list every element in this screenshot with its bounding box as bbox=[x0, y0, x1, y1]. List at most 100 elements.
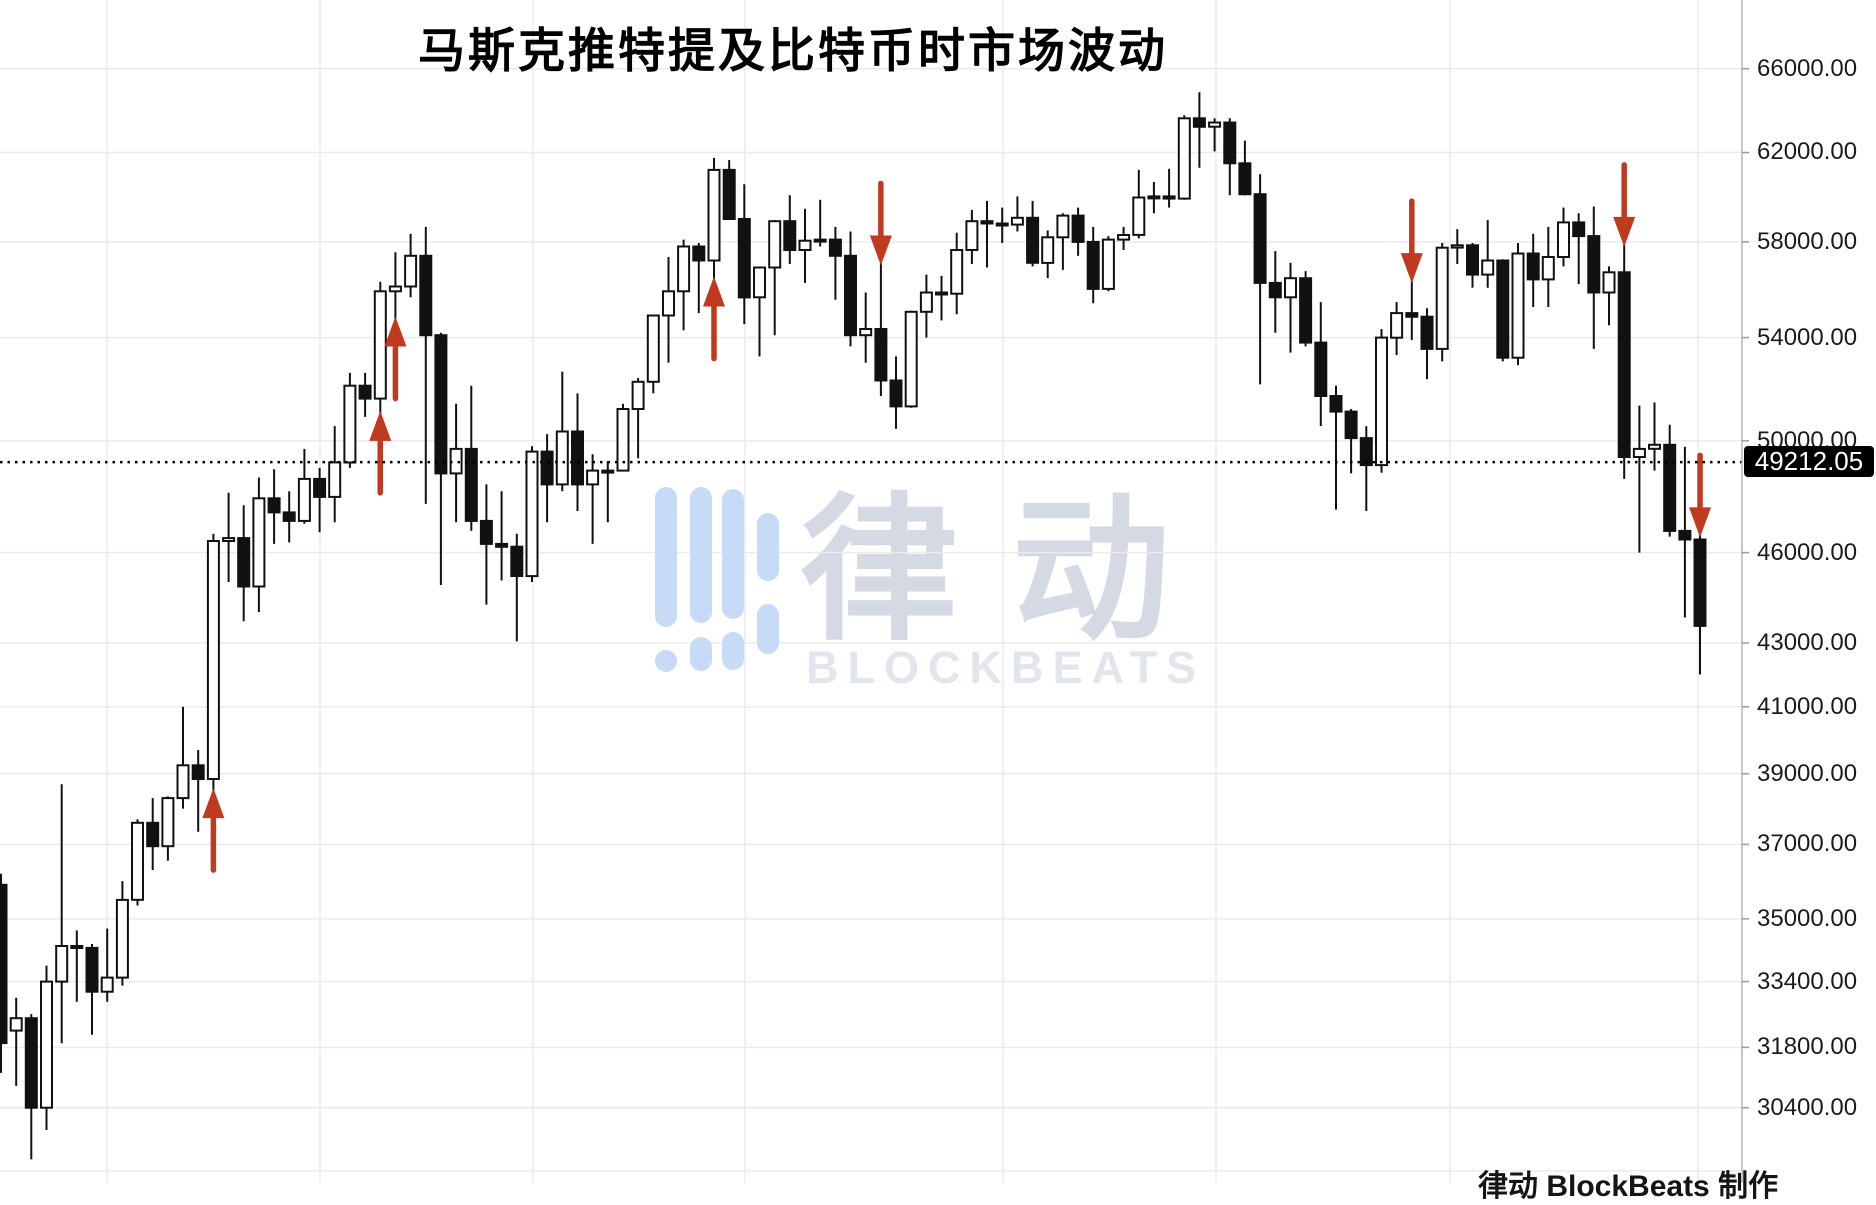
candle bbox=[859, 292, 873, 363]
candle bbox=[237, 505, 251, 622]
candle bbox=[1663, 424, 1677, 537]
candle bbox=[768, 220, 782, 336]
candle bbox=[874, 260, 888, 396]
chart-title: 马斯克推特提及比特币时市场波动 bbox=[418, 24, 1168, 77]
musk-tweet-arrow-down bbox=[1613, 162, 1636, 247]
blockbeats-watermark-cn: 律动 bbox=[800, 483, 1224, 659]
candle bbox=[540, 434, 554, 523]
candle bbox=[495, 491, 509, 581]
candle bbox=[1253, 174, 1267, 385]
candle bbox=[1101, 236, 1115, 292]
candle bbox=[510, 533, 524, 642]
candle bbox=[1481, 220, 1495, 288]
candle bbox=[935, 275, 948, 321]
candle bbox=[1299, 271, 1313, 347]
candle bbox=[813, 199, 827, 247]
musk-tweet-arrow-down bbox=[1689, 452, 1712, 538]
candle bbox=[191, 750, 205, 832]
candle bbox=[1420, 308, 1434, 380]
candle bbox=[404, 233, 418, 298]
candle bbox=[222, 492, 236, 582]
candle bbox=[373, 281, 387, 421]
candle bbox=[753, 266, 766, 357]
candle bbox=[904, 310, 918, 408]
candle bbox=[919, 274, 933, 338]
candle bbox=[1041, 230, 1055, 279]
blockbeats-watermark-en: BLOCKBEATS bbox=[806, 642, 1206, 693]
candle bbox=[328, 426, 342, 523]
candle bbox=[889, 356, 903, 429]
credit-text: 律动 BlockBeats 制作 bbox=[1478, 1170, 1779, 1203]
candle bbox=[631, 378, 645, 459]
musk-tweet-arrow-down bbox=[1400, 198, 1423, 284]
candle bbox=[1162, 168, 1176, 208]
musk-tweet-arrow-up bbox=[702, 276, 725, 362]
candle bbox=[1132, 169, 1146, 239]
candle bbox=[1010, 196, 1024, 232]
candle bbox=[358, 372, 372, 417]
candle bbox=[1359, 426, 1373, 511]
candle bbox=[0, 873, 8, 1073]
candle bbox=[24, 1014, 38, 1160]
candle bbox=[1026, 200, 1040, 267]
candle bbox=[1541, 226, 1555, 307]
candle bbox=[1223, 118, 1237, 196]
blockbeats-logo-icon bbox=[655, 487, 779, 672]
candle bbox=[1117, 226, 1131, 250]
last-price-label: 49212.05 bbox=[1744, 446, 1874, 477]
candle bbox=[1390, 302, 1404, 356]
candle bbox=[1511, 243, 1525, 366]
candle bbox=[115, 881, 129, 986]
candle bbox=[1284, 262, 1297, 353]
candle bbox=[55, 784, 69, 1044]
candle bbox=[1450, 229, 1464, 264]
candle bbox=[1314, 302, 1328, 427]
candle bbox=[388, 252, 402, 327]
candle bbox=[798, 208, 812, 283]
candle bbox=[1086, 226, 1100, 304]
candle bbox=[1466, 243, 1479, 288]
candle bbox=[722, 160, 736, 221]
candle bbox=[616, 403, 630, 472]
candle bbox=[555, 371, 569, 492]
candle bbox=[1572, 213, 1586, 285]
candle bbox=[707, 157, 721, 287]
candle bbox=[844, 231, 857, 347]
candle bbox=[1678, 446, 1692, 618]
candle bbox=[1147, 182, 1161, 214]
candle bbox=[737, 184, 751, 325]
candle bbox=[1375, 329, 1388, 473]
candle bbox=[525, 446, 539, 582]
candle bbox=[206, 533, 220, 799]
candle bbox=[1617, 241, 1631, 479]
candle bbox=[1557, 207, 1570, 267]
candle bbox=[1238, 140, 1252, 196]
candle bbox=[146, 798, 160, 870]
candle bbox=[1177, 115, 1191, 200]
candle bbox=[1496, 259, 1510, 362]
candle bbox=[646, 314, 660, 394]
candle bbox=[1329, 385, 1343, 510]
candle bbox=[85, 944, 99, 1035]
candle bbox=[1693, 532, 1707, 675]
candle bbox=[100, 928, 114, 1002]
candle bbox=[464, 385, 478, 531]
candle bbox=[1208, 118, 1222, 152]
candle bbox=[9, 997, 23, 1086]
candle bbox=[267, 469, 281, 544]
candle bbox=[995, 207, 1009, 243]
candle bbox=[40, 965, 53, 1130]
candle bbox=[828, 226, 842, 300]
candle bbox=[282, 491, 296, 543]
musk-tweet-arrow-down bbox=[869, 180, 892, 266]
candle bbox=[1602, 266, 1616, 326]
candle bbox=[965, 209, 979, 264]
candle bbox=[692, 243, 706, 314]
candle bbox=[1526, 233, 1540, 307]
candle bbox=[1405, 278, 1419, 341]
candle bbox=[70, 930, 84, 1002]
musk-tweet-arrow-up bbox=[202, 788, 225, 873]
candle bbox=[479, 484, 493, 605]
